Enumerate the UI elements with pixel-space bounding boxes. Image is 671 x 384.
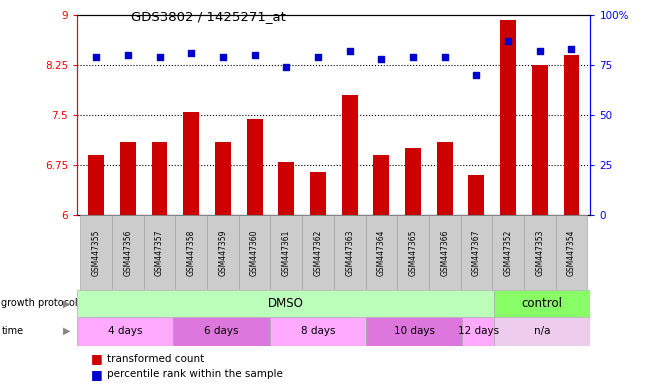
Text: growth protocol: growth protocol xyxy=(1,298,78,308)
Text: GSM447358: GSM447358 xyxy=(187,229,196,276)
Point xyxy=(440,54,450,60)
Bar xyxy=(532,65,548,215)
Bar xyxy=(334,215,366,290)
Text: GSM447353: GSM447353 xyxy=(535,229,544,276)
Text: ■: ■ xyxy=(91,353,103,366)
Bar xyxy=(495,290,590,317)
Point xyxy=(186,50,197,56)
Bar xyxy=(342,95,358,215)
Point xyxy=(123,52,134,58)
Bar xyxy=(120,142,136,215)
Bar xyxy=(495,317,590,346)
Bar xyxy=(81,215,112,290)
Text: GSM447355: GSM447355 xyxy=(92,229,101,276)
Text: n/a: n/a xyxy=(534,326,551,336)
Text: GSM447352: GSM447352 xyxy=(504,229,513,276)
Text: GSM447360: GSM447360 xyxy=(250,229,259,276)
Point xyxy=(534,48,545,55)
Text: GSM447354: GSM447354 xyxy=(567,229,576,276)
Text: GDS3802 / 1425271_at: GDS3802 / 1425271_at xyxy=(131,10,286,23)
Point xyxy=(471,72,482,78)
Bar xyxy=(397,215,429,290)
Text: GSM447362: GSM447362 xyxy=(313,229,323,276)
Point xyxy=(281,64,292,70)
Bar xyxy=(493,215,524,290)
Bar xyxy=(462,317,495,346)
Text: GSM447367: GSM447367 xyxy=(472,229,481,276)
Bar xyxy=(564,55,579,215)
Bar xyxy=(310,172,326,215)
Bar xyxy=(239,215,270,290)
Bar xyxy=(112,215,144,290)
Bar xyxy=(405,149,421,215)
Text: percentile rank within the sample: percentile rank within the sample xyxy=(107,369,283,379)
Bar xyxy=(460,215,493,290)
Point xyxy=(249,52,260,58)
Point xyxy=(154,54,165,60)
Bar xyxy=(77,317,173,346)
Bar xyxy=(374,155,389,215)
Bar xyxy=(302,215,334,290)
Text: DMSO: DMSO xyxy=(268,297,304,310)
Text: GSM447364: GSM447364 xyxy=(377,229,386,276)
Bar xyxy=(278,162,294,215)
Text: 12 days: 12 days xyxy=(458,326,499,336)
Text: GSM447357: GSM447357 xyxy=(155,229,164,276)
Text: ▶: ▶ xyxy=(63,326,70,336)
Bar xyxy=(556,215,587,290)
Bar xyxy=(77,290,495,317)
Text: time: time xyxy=(1,326,23,336)
Bar xyxy=(183,112,199,215)
Bar xyxy=(524,215,556,290)
Bar xyxy=(500,20,516,215)
Bar xyxy=(437,142,453,215)
Point xyxy=(376,56,386,62)
Bar xyxy=(175,215,207,290)
Point xyxy=(566,46,577,52)
Text: GSM447359: GSM447359 xyxy=(219,229,227,276)
Text: 4 days: 4 days xyxy=(108,326,142,336)
Text: 10 days: 10 days xyxy=(393,326,435,336)
Bar xyxy=(207,215,239,290)
Bar xyxy=(468,175,484,215)
Bar xyxy=(270,317,366,346)
Text: 6 days: 6 days xyxy=(204,326,239,336)
Point xyxy=(408,54,419,60)
Point xyxy=(91,54,101,60)
Bar xyxy=(429,215,460,290)
Bar xyxy=(152,142,168,215)
Bar xyxy=(366,317,462,346)
Text: GSM447363: GSM447363 xyxy=(345,229,354,276)
Bar xyxy=(215,142,231,215)
Point xyxy=(313,54,323,60)
Text: GSM447365: GSM447365 xyxy=(409,229,417,276)
Text: 8 days: 8 days xyxy=(301,326,335,336)
Point xyxy=(217,54,228,60)
Bar xyxy=(144,215,175,290)
Bar xyxy=(270,215,302,290)
Bar xyxy=(173,317,270,346)
Text: GSM447366: GSM447366 xyxy=(440,229,449,276)
Text: ■: ■ xyxy=(91,368,103,381)
Point xyxy=(344,48,355,55)
Text: GSM447356: GSM447356 xyxy=(123,229,132,276)
Bar xyxy=(366,215,397,290)
Text: transformed count: transformed count xyxy=(107,354,205,364)
Text: control: control xyxy=(522,297,563,310)
Text: GSM447361: GSM447361 xyxy=(282,229,291,276)
Bar xyxy=(247,119,262,215)
Text: ▶: ▶ xyxy=(63,298,70,308)
Point xyxy=(503,38,513,45)
Bar xyxy=(89,155,104,215)
